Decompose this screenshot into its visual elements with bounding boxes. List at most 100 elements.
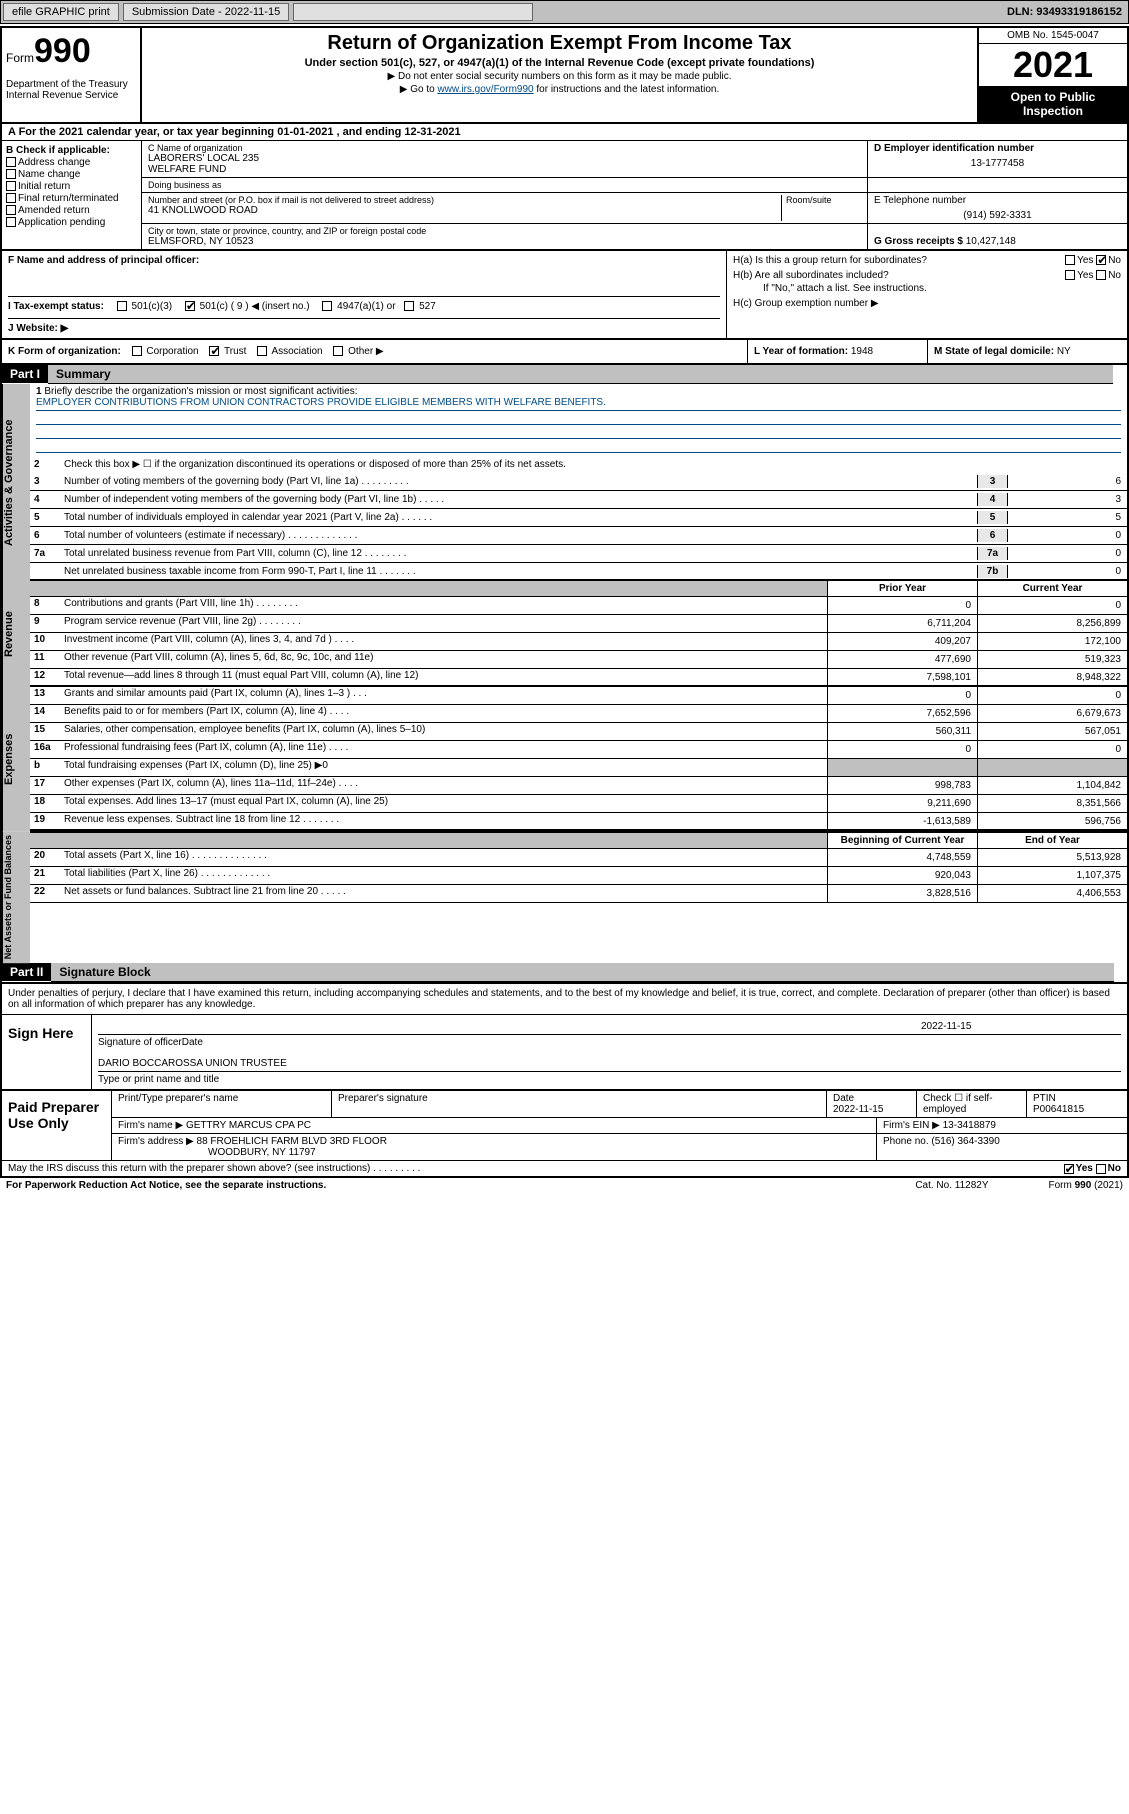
gross-label: G Gross receipts $	[874, 236, 966, 247]
chk-trust[interactable]	[209, 346, 219, 356]
form-number: 990	[34, 32, 91, 70]
col-b: B Check if applicable: Address change Na…	[2, 141, 142, 249]
ein-value: 13-1777458	[874, 158, 1121, 169]
summary-revenue: Revenue Prior YearCurrent Year 8Contribu…	[2, 581, 1127, 687]
form-header-right: OMB No. 1545-0047 2021 Open to Public In…	[977, 28, 1127, 122]
gross-cell: G Gross receipts $ 10,427,148	[867, 224, 1127, 249]
addr-cell: Number and street (or P.O. box if mail i…	[142, 193, 867, 223]
l1-label: Briefly describe the organization's miss…	[44, 386, 357, 397]
vtab-revenue: Revenue	[2, 581, 30, 687]
table-row: bTotal fundraising expenses (Part IX, co…	[30, 759, 1127, 777]
vtab-governance: Activities & Governance	[2, 384, 30, 581]
form-org-cell: K Form of organization: Corporation Trus…	[2, 340, 747, 363]
hb-yes[interactable]	[1065, 270, 1075, 280]
discuss-yes[interactable]	[1064, 1164, 1074, 1174]
l2-text: Check this box ▶ ☐ if the organization d…	[60, 458, 1127, 471]
phone-label: E Telephone number	[874, 195, 1121, 206]
year-formation-cell: L Year of formation: 1948	[747, 340, 927, 363]
m-label: M State of legal domicile:	[934, 346, 1057, 357]
dept-text: Department of the Treasury Internal Reve…	[6, 79, 136, 101]
summary-governance: Activities & Governance 1 Briefly descri…	[2, 384, 1127, 581]
part2-header: Part IISignature Block	[2, 963, 1127, 982]
m-value: NY	[1057, 346, 1071, 357]
table-row: 22Net assets or fund balances. Subtract …	[30, 885, 1127, 903]
chk-501c3[interactable]	[117, 301, 127, 311]
city-value: ELMSFORD, NY 10523	[148, 236, 861, 247]
table-row: 19Revenue less expenses. Subtract line 1…	[30, 813, 1127, 831]
chk-527[interactable]	[404, 301, 414, 311]
sign-here-label: Sign Here	[2, 1015, 92, 1089]
form-header-left: Form990 Department of the Treasury Inter…	[2, 28, 142, 122]
table-row: 16aProfessional fundraising fees (Part I…	[30, 741, 1127, 759]
row-a-begin: 01-01-2021	[277, 126, 333, 138]
prep-phone: (516) 364-3390	[931, 1136, 999, 1147]
submission-date-button[interactable]: Submission Date - 2022-11-15	[123, 3, 289, 21]
ptin-hdr: PTIN	[1033, 1093, 1056, 1104]
firm-name: GETTRY MARCUS CPA PC	[186, 1120, 311, 1131]
vtab-expenses: Expenses	[2, 687, 30, 831]
hb-label: H(b) Are all subordinates included?	[733, 270, 1065, 281]
ha-yes[interactable]	[1065, 255, 1075, 265]
chk-501c-other[interactable]	[185, 301, 195, 311]
blank-button[interactable]	[293, 3, 533, 21]
note2-post: for instructions and the latest informat…	[534, 84, 720, 95]
l-label: L Year of formation:	[754, 346, 851, 357]
prep-sig-hdr: Preparer's signature	[332, 1091, 827, 1117]
ha-no[interactable]	[1096, 255, 1106, 265]
efile-button[interactable]: efile GRAPHIC print	[3, 3, 119, 21]
chk-other[interactable]	[333, 346, 343, 356]
discuss-no[interactable]	[1096, 1164, 1106, 1174]
chk-application-pending[interactable]: Application pending	[6, 217, 137, 228]
chk-assoc[interactable]	[257, 346, 267, 356]
hb-no[interactable]	[1096, 270, 1106, 280]
chk-name-change[interactable]: Name change	[6, 169, 137, 180]
sig-date: 2022-11-15	[921, 1021, 1121, 1032]
table-row: 17Other expenses (Part IX, column (A), l…	[30, 777, 1127, 795]
table-row: 11Other revenue (Part VIII, column (A), …	[30, 651, 1127, 669]
pra-notice: For Paperwork Reduction Act Notice, see …	[6, 1180, 326, 1191]
org-name: LABORERS' LOCAL 235 WELFARE FUND	[148, 153, 861, 175]
prep-date: 2022-11-15	[833, 1104, 883, 1115]
form-subtitle: Under section 501(c), 527, or 4947(a)(1)…	[150, 57, 969, 69]
row-a-mid: , and ending	[333, 126, 404, 138]
firm-ein: 13-3418879	[943, 1120, 996, 1131]
ptin-value: P00641815	[1033, 1104, 1084, 1115]
table-row: 10Investment income (Part VIII, column (…	[30, 633, 1127, 651]
l5-value: 5	[1007, 511, 1127, 524]
l6-text: Total number of volunteers (estimate if …	[60, 529, 977, 542]
part2-title: Signature Block	[51, 963, 1114, 982]
current-year-hdr: Current Year	[977, 581, 1127, 596]
l7a-value: 0	[1007, 547, 1127, 560]
col-cd: C Name of organization LABORERS' LOCAL 2…	[142, 141, 1127, 249]
section-fgh: F Name and address of principal officer:…	[2, 251, 1127, 340]
end-year-hdr: End of Year	[977, 833, 1127, 848]
group-return-cell: H(a) Is this a group return for subordin…	[727, 251, 1127, 338]
part1-title: Summary	[48, 365, 1113, 384]
hc-label: H(c) Group exemption number ▶	[733, 298, 1121, 309]
addr-label: Number and street (or P.O. box if mail i…	[148, 195, 781, 205]
l4-text: Number of independent voting members of …	[60, 493, 977, 506]
chk-corp[interactable]	[132, 346, 142, 356]
chk-amended-return[interactable]: Amended return	[6, 205, 137, 216]
chk-final-return[interactable]: Final return/terminated	[6, 193, 137, 204]
domicile-cell: M State of legal domicile: NY	[927, 340, 1127, 363]
table-row: 15Salaries, other compensation, employee…	[30, 723, 1127, 741]
table-row: 8Contributions and grants (Part VIII, li…	[30, 597, 1127, 615]
prep-check-hdr: Check ☐ if self-employed	[917, 1091, 1027, 1117]
chk-address-change[interactable]: Address change	[6, 157, 137, 168]
chk-4947a1[interactable]	[322, 301, 332, 311]
cat-no: Cat. No. 11282Y	[915, 1180, 988, 1191]
prior-year-hdr: Prior Year	[827, 581, 977, 596]
open-to-public: Open to Public Inspection	[979, 86, 1127, 122]
city-label: City or town, state or province, country…	[148, 226, 861, 236]
city-cell: City or town, state or province, country…	[142, 224, 867, 249]
chk-initial-return[interactable]: Initial return	[6, 181, 137, 192]
phone-cell: E Telephone number (914) 592-3331	[867, 193, 1127, 223]
irs-link[interactable]: www.irs.gov/Form990	[437, 84, 533, 95]
table-row: 9Program service revenue (Part VIII, lin…	[30, 615, 1127, 633]
l3-value: 6	[1007, 475, 1127, 488]
discuss-text: May the IRS discuss this return with the…	[8, 1163, 420, 1174]
form-title: Return of Organization Exempt From Incom…	[150, 32, 969, 55]
org-name-label: C Name of organization	[148, 143, 861, 153]
l-value: 1948	[851, 346, 873, 357]
